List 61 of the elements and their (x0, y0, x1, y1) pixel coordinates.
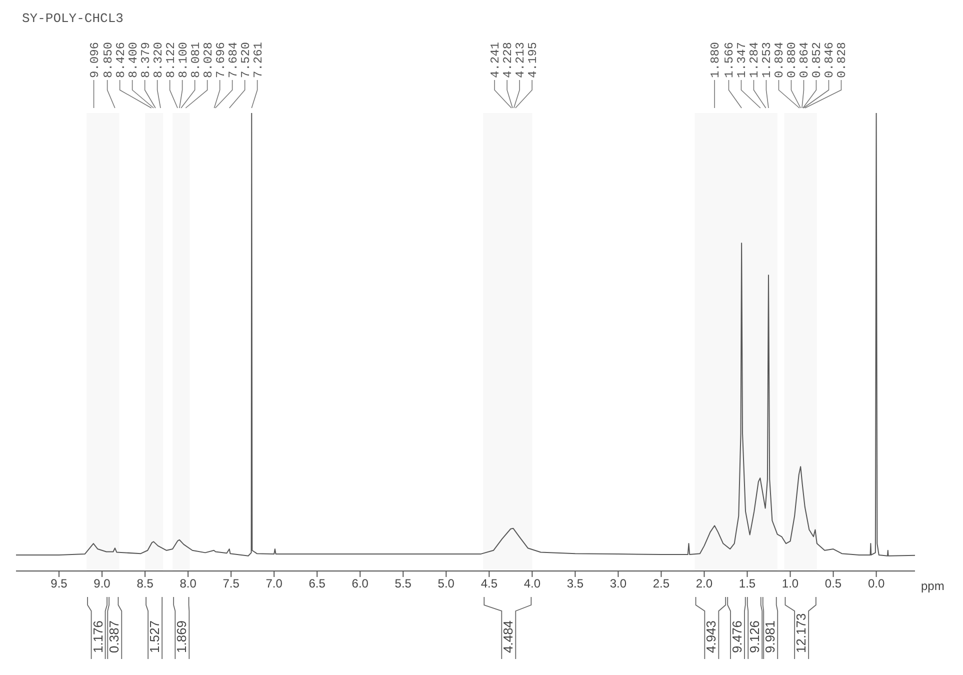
text: 4.943 (704, 620, 719, 653)
x-tick-label: 6.5 (308, 576, 326, 591)
annotation: 0.846 (822, 42, 837, 78)
annotation: 8.400 (126, 42, 140, 78)
x-tick-label: 5.0 (438, 576, 455, 591)
annotation: 4.213 (514, 42, 528, 78)
text: 9.126 (747, 620, 762, 653)
annotation: 8.379 (138, 42, 153, 78)
x-tick-label: 0.0 (868, 576, 885, 591)
text: 1.176 (90, 620, 106, 653)
annotation: 7.520 (238, 42, 253, 78)
annotation: 9.096 (88, 42, 102, 78)
annotation: 0.852 (810, 42, 824, 78)
x-tick-label: 7.0 (266, 576, 283, 591)
annotation: 1.347 (735, 42, 750, 78)
x-tick-label: 6.0 (352, 576, 369, 591)
x-tick-label: 0.5 (824, 576, 842, 591)
x-tick-label: 7.5 (222, 576, 240, 591)
text: 12.173 (794, 613, 809, 653)
annotation: 8.850 (101, 42, 116, 78)
chart-title: SY-POLY-CHCL3 (22, 11, 124, 26)
x-tick-label: 1.0 (782, 576, 799, 591)
annotation: 7.696 (214, 42, 228, 78)
annotation: 0.894 (772, 42, 787, 78)
x-tick-label: 1.5 (738, 576, 756, 591)
annotation: 0.864 (798, 42, 812, 78)
annotation: 4.195 (526, 42, 540, 78)
x-tick-label: 4.5 (480, 576, 498, 591)
text: 1.527 (147, 620, 162, 653)
annotation: 8.426 (114, 42, 128, 78)
annotation: 0.828 (835, 42, 850, 78)
annotation: 1.566 (722, 42, 737, 78)
text: 4.484 (500, 620, 516, 653)
annotation: 1.284 (748, 42, 762, 78)
x-tick-label: 9.0 (94, 576, 111, 591)
annotation: 8.320 (151, 42, 166, 78)
x-tick-label: 3.5 (566, 576, 584, 591)
x-tick-label: 8.5 (136, 576, 154, 591)
annotation: 8.122 (164, 42, 178, 78)
annotation: 0.880 (785, 42, 800, 78)
annotation: 4.241 (488, 42, 503, 78)
annotation: 7.684 (226, 42, 240, 78)
x-tick-label: 8.0 (180, 576, 197, 591)
annotation: 4.228 (501, 42, 516, 78)
x-tick-label: 4.0 (524, 576, 541, 591)
text: 0.387 (106, 620, 122, 653)
x-tick-label: 3.0 (610, 576, 627, 591)
text: 1.869 (174, 620, 190, 653)
annotation: 1.880 (708, 42, 723, 78)
annotation: 7.261 (251, 42, 266, 78)
annotation: 8.081 (188, 42, 203, 78)
text: 9.981 (762, 620, 778, 653)
x-tick-label: 2.5 (652, 576, 670, 591)
annotation: 8.028 (201, 42, 216, 78)
x-tick-label: 5.5 (394, 576, 412, 591)
x-tick-label: 9.5 (50, 576, 68, 591)
x-tick-label: 2.0 (696, 576, 713, 591)
text: 9.476 (729, 620, 744, 653)
annotation: 1.253 (760, 42, 774, 78)
annotation: 8.100 (176, 42, 190, 78)
x-axis-title: ppm (921, 579, 944, 593)
